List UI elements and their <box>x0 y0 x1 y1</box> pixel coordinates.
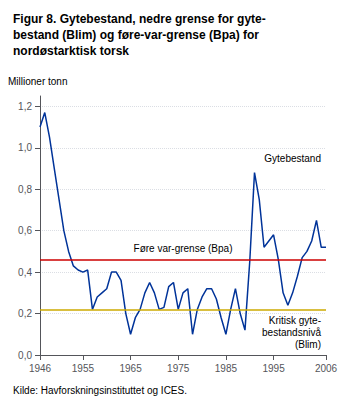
svg-text:0,4: 0,4 <box>18 267 32 278</box>
svg-text:bestand (Blim) og føre-var-gre: bestand (Blim) og føre-var-grense (Bpa) … <box>13 28 259 42</box>
svg-text:1975: 1975 <box>167 363 190 374</box>
svg-text:1,2: 1,2 <box>18 101 32 112</box>
svg-text:bestandsnivå: bestandsnivå <box>262 327 321 338</box>
svg-text:Gytebestand: Gytebestand <box>264 153 321 164</box>
svg-text:0,8: 0,8 <box>18 184 32 195</box>
svg-text:2006: 2006 <box>315 363 338 374</box>
svg-text:0,0: 0,0 <box>18 350 32 361</box>
svg-text:(Blim): (Blim) <box>295 339 321 350</box>
svg-text:1995: 1995 <box>262 363 285 374</box>
svg-text:1,0: 1,0 <box>18 142 32 153</box>
svg-text:1955: 1955 <box>72 363 95 374</box>
svg-text:1985: 1985 <box>215 363 238 374</box>
svg-text:nordøstarktisk torsk: nordøstarktisk torsk <box>13 44 129 58</box>
svg-text:0,2: 0,2 <box>18 308 32 319</box>
svg-text:Føre var-grense (Bpa): Føre var-grense (Bpa) <box>134 243 233 254</box>
svg-text:1965: 1965 <box>119 363 142 374</box>
svg-text:Kritisk gyte-: Kritisk gyte- <box>269 315 321 326</box>
svg-text:Kilde: Havforskningsinstitutte: Kilde: Havforskningsinstituttet og ICES. <box>13 385 187 396</box>
svg-text:Figur 8. Gytebestand, nedre gr: Figur 8. Gytebestand, nedre grense for g… <box>13 12 266 26</box>
svg-text:0,6: 0,6 <box>18 225 32 236</box>
svg-text:Millioner tonn: Millioner tonn <box>8 76 67 87</box>
svg-text:1946: 1946 <box>29 363 52 374</box>
